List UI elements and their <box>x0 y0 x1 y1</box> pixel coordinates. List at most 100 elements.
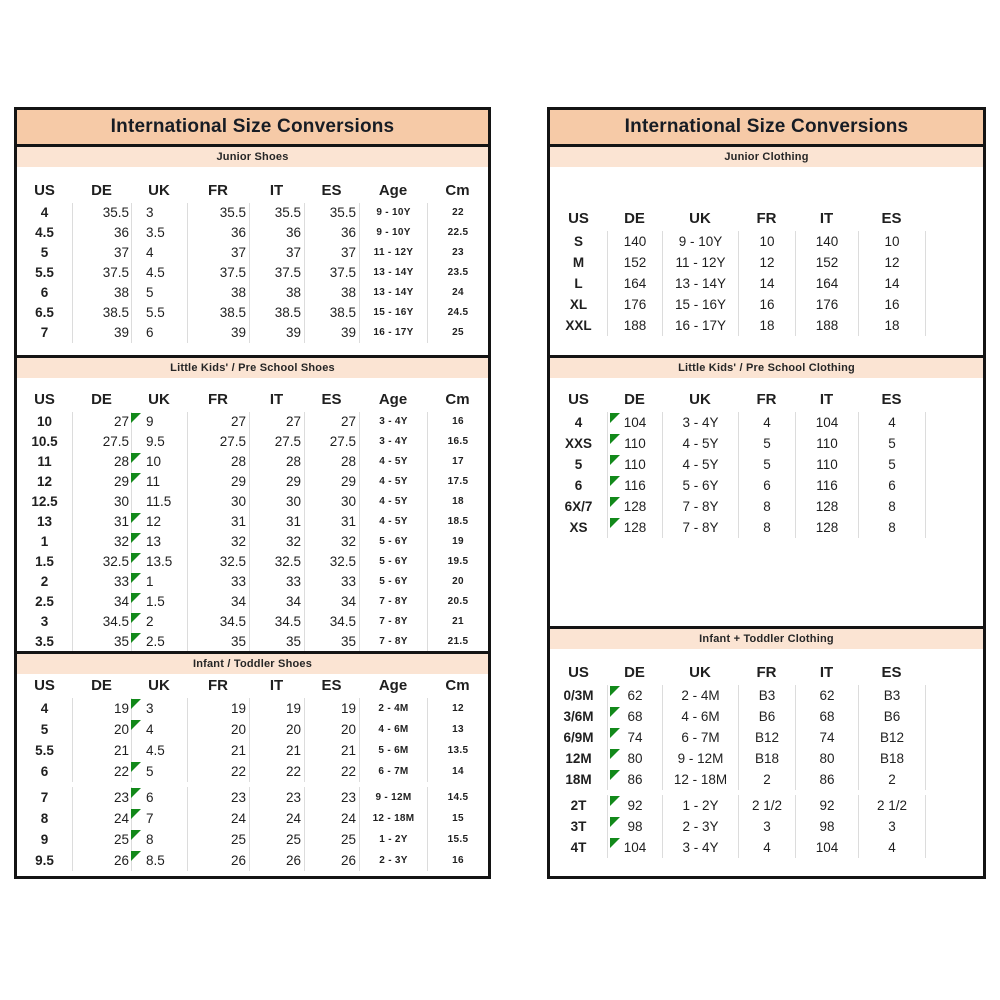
cell-de: 26 <box>72 850 131 871</box>
column-header-cm: Cm <box>445 677 470 694</box>
cell-age: 1 - 2Y <box>359 829 427 850</box>
shoes-size-table: International Size Conversions Junior Sh… <box>14 107 491 879</box>
column-header-fr: FR <box>756 210 777 227</box>
green-flag-icon <box>610 838 620 848</box>
cell-us: 12.5 <box>31 494 58 509</box>
cell-es: B18 <box>858 748 925 769</box>
green-flag-icon <box>610 770 620 780</box>
cell-uk: 2.5 <box>131 632 187 651</box>
cell-it: 30 <box>249 492 304 512</box>
cell-filler <box>925 433 983 454</box>
cell-es: 10 <box>858 231 925 252</box>
cell-it: 86 <box>795 769 858 790</box>
cell-us: XS <box>569 520 588 535</box>
cell-us: 6X/7 <box>564 499 593 514</box>
cell-it: 21 <box>249 740 304 761</box>
cell-fr: 28 <box>187 452 249 472</box>
cell-filler <box>925 769 983 790</box>
cell-age: 5 - 6Y <box>359 552 427 572</box>
cell-it: 34 <box>249 592 304 612</box>
green-flag-icon <box>131 553 141 563</box>
cell-uk: 4 <box>131 243 187 263</box>
cell-it: 20 <box>249 719 304 740</box>
cell-cm: 16 <box>427 412 488 432</box>
cell-fr: 20 <box>187 719 249 740</box>
cell-es: 4 <box>858 412 925 433</box>
cell-de: 27.5 <box>72 432 131 452</box>
cell-it: 25 <box>249 829 304 850</box>
cell-uk: 9.5 <box>131 432 187 452</box>
cell-it: 19 <box>249 698 304 719</box>
column-header-de: DE <box>624 210 645 227</box>
cell-uk: 3 <box>131 698 187 719</box>
column-header-filler <box>925 661 983 685</box>
cell-age: 11 - 12Y <box>359 243 427 263</box>
cell-fr: 24 <box>187 808 249 829</box>
cell-filler <box>925 837 983 858</box>
cell-us: XXS <box>564 436 592 451</box>
cell-us: 5.5 <box>35 265 54 280</box>
cell-fr: 39 <box>187 323 249 343</box>
cell-fr: 26 <box>187 850 249 871</box>
cell-de: 38.5 <box>72 303 131 323</box>
cell-de: 32 <box>72 532 131 552</box>
green-flag-icon <box>610 796 620 806</box>
cell-es: 27 <box>304 412 359 432</box>
cell-filler <box>925 496 983 517</box>
cell-us: 5 <box>574 457 583 472</box>
cell-fr: 8 <box>738 517 795 538</box>
cell-es: 31 <box>304 512 359 532</box>
cell-fr: 37 <box>187 243 249 263</box>
cell-fr: 34.5 <box>187 612 249 632</box>
cell-us: 2T <box>570 798 587 813</box>
cell-us: 3/6M <box>563 709 594 724</box>
column-header-de: DE <box>624 391 645 408</box>
column-header-us: US <box>568 210 589 227</box>
cell-fr: 38.5 <box>187 303 249 323</box>
cell-it: 37.5 <box>249 263 304 283</box>
cell-uk: 6 <box>131 787 187 808</box>
cell-us: 5 <box>40 722 49 737</box>
cell-us: S <box>573 234 583 249</box>
cell-de: 176 <box>607 294 662 315</box>
cell-us: 4 <box>40 701 49 716</box>
green-flag-icon <box>610 497 620 507</box>
cell-cm: 23.5 <box>427 263 488 283</box>
column-header-age: Age <box>378 182 408 199</box>
cell-cm: 23 <box>427 243 488 263</box>
column-header-es: ES <box>321 182 342 199</box>
cell-es: 22 <box>304 761 359 782</box>
cell-us: 9 <box>40 832 49 847</box>
cell-us: 7 <box>40 325 49 340</box>
green-flag-icon <box>131 809 141 819</box>
shoes-table-title: International Size Conversions <box>17 110 488 147</box>
cell-es: 34.5 <box>304 612 359 632</box>
section-grid: US DE UK FR IT ES 0/3M 62 2 - 4M B3 62 B3 3/6M 68 4 - … <box>550 661 983 858</box>
section-band: Infant / Toddler Shoes <box>17 654 488 674</box>
cell-uk: 7 - 8Y <box>662 517 738 538</box>
green-flag-icon <box>610 707 620 717</box>
cell-age: 4 - 5Y <box>359 452 427 472</box>
cell-fr: 16 <box>738 294 795 315</box>
cell-fr: 37.5 <box>187 263 249 283</box>
cell-de: 92 <box>607 795 662 816</box>
cell-de: 62 <box>607 685 662 706</box>
cell-es: 36 <box>304 223 359 243</box>
cell-fr: B18 <box>738 748 795 769</box>
cell-uk: 12 <box>131 512 187 532</box>
cell-us: L <box>574 276 583 291</box>
green-flag-icon <box>131 513 141 523</box>
cell-uk: 5 <box>131 283 187 303</box>
cell-it: 116 <box>795 475 858 496</box>
column-header-cm: Cm <box>445 391 470 408</box>
section-grid: US DE UK FR IT ES Age Cm 4 35.5 3 35.5 35.5 35.5 9 - 1… <box>17 179 488 343</box>
cell-uk: 5 - 6Y <box>662 475 738 496</box>
cell-fr: 32.5 <box>187 552 249 572</box>
column-header-uk: UK <box>148 391 170 408</box>
cell-cm: 13.5 <box>427 740 488 761</box>
cell-fr: 27.5 <box>187 432 249 452</box>
cell-us: 6.5 <box>35 305 54 320</box>
column-header-it: IT <box>269 391 284 408</box>
cell-de: 140 <box>607 231 662 252</box>
cell-it: 110 <box>795 433 858 454</box>
